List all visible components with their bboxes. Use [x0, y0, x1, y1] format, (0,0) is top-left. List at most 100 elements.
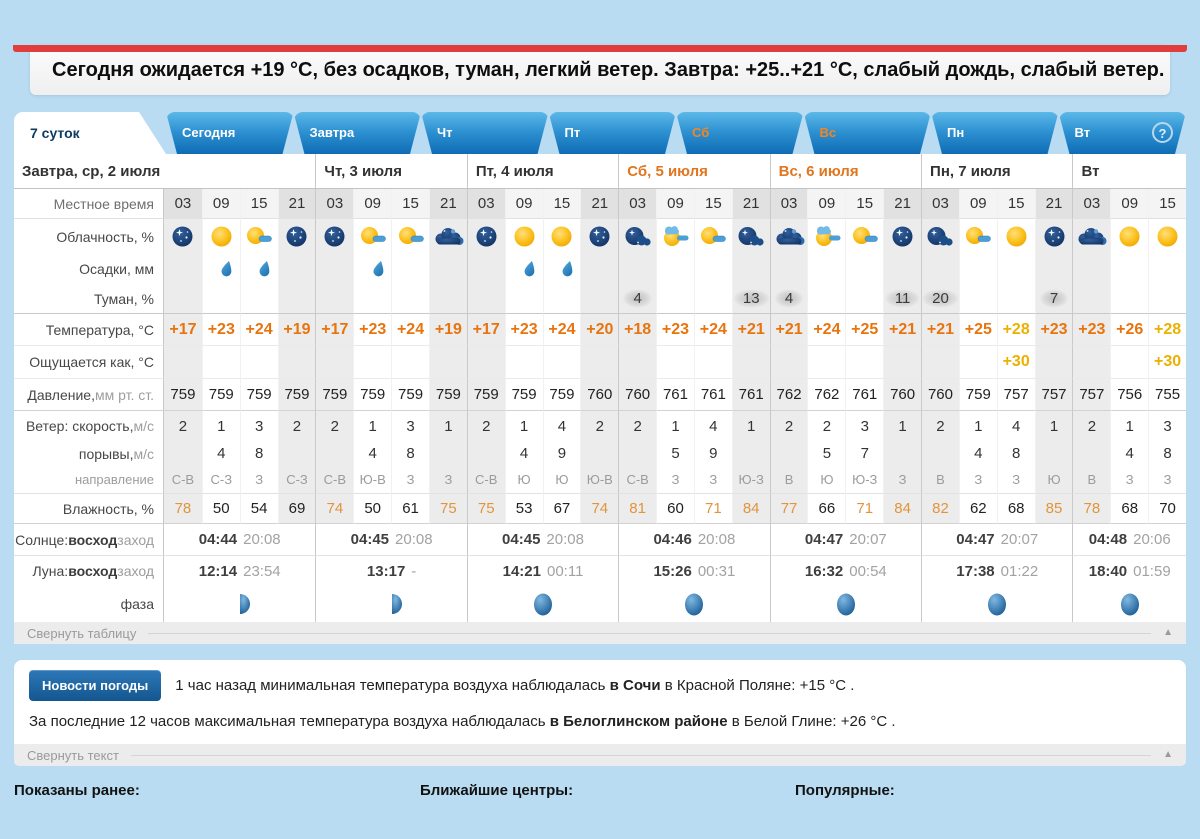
wspd-cell: 4: [542, 411, 581, 441]
wdir-cell: Ю-В: [580, 466, 619, 494]
tab-5[interactable]: Сб: [676, 112, 804, 154]
tab-active-7days[interactable]: 7 суток: [14, 112, 166, 154]
feels-cell: [769, 346, 808, 379]
wspd-cell: 2: [807, 411, 845, 441]
clouds-cell: [542, 219, 581, 254]
wgst-cell: [731, 441, 770, 466]
row-label-wgst: порывы, м/с: [14, 441, 164, 466]
time-cell: 21: [883, 189, 922, 219]
wdir-cell: Ю: [807, 466, 846, 494]
fog-cell: [239, 284, 278, 314]
collapse-text-label: Свернуть текст: [27, 747, 119, 763]
weather-news-section: Новости погоды 1 час назад минимальная те…: [14, 660, 1186, 744]
wspd-cell: 2: [1072, 411, 1111, 441]
sun-clouds-icon: [664, 226, 689, 246]
hum-cell: 54: [239, 494, 278, 524]
press-cell: 759: [164, 379, 202, 411]
humidity-value: 54: [250, 500, 268, 517]
fog-cell: [504, 284, 543, 314]
clouds-cell: [1072, 219, 1111, 254]
moon-cell: 12:14 23:54: [164, 556, 315, 586]
sunrise-value: 04:44: [198, 531, 238, 548]
feels-cell: [921, 346, 959, 379]
feels-cell: [958, 346, 997, 379]
raindrop-icon: [562, 260, 573, 277]
sun-icon: [1157, 226, 1178, 247]
tab-1[interactable]: Сегодня: [166, 112, 294, 154]
tab-2[interactable]: Завтра: [294, 112, 422, 154]
hum-cell: 60: [656, 494, 694, 524]
fog-cell: 4: [769, 284, 808, 314]
clouds-cell: [466, 219, 505, 254]
humidity-value: 84: [894, 500, 911, 517]
wgst-cell: 9: [542, 441, 581, 466]
temp-cell: +23: [656, 314, 694, 346]
clouds-cell: [1148, 219, 1186, 254]
divider-line: [130, 754, 1152, 756]
row-label-wspd: Ветер: скорость, м/с: [14, 411, 164, 441]
hum-cell: 53: [504, 494, 543, 524]
wdir-cell: С-З: [277, 466, 316, 494]
row-label-moon: Луна: восход заход: [14, 556, 164, 586]
collapse-arrow-icon: ▲: [1163, 627, 1173, 638]
moon-cell: 13:17-: [315, 556, 466, 586]
clouds-cell: [1110, 219, 1148, 254]
fog-value: 7: [1038, 288, 1070, 309]
moonrise-value: 14:21: [502, 562, 541, 580]
humidity-value: 69: [288, 500, 306, 517]
raindrop-icon: [259, 260, 270, 277]
temperature-value: +25: [851, 320, 879, 338]
wdir-cell: З: [996, 466, 1035, 494]
feels-cell: [580, 346, 619, 379]
sun-icon: [1119, 226, 1140, 247]
wgst-cell: [315, 441, 354, 466]
footer-links: Показаны ранее: Ближайшие центры: Популя…: [14, 782, 1186, 799]
humidity-value: 68: [1121, 500, 1139, 517]
press-cell: 760: [618, 379, 657, 411]
collapse-table-bar[interactable]: Свернуть таблицу ▲: [14, 622, 1186, 644]
fog-cell: 13: [731, 284, 771, 314]
wdir-cell: З: [693, 466, 732, 494]
wdir-cell: З: [428, 466, 467, 494]
feels-cell: [428, 346, 467, 379]
clouds-cell: [656, 219, 694, 254]
tab-6[interactable]: Вс: [804, 112, 932, 154]
humidity-value: 85: [1045, 500, 1063, 517]
forecast-table-wrap: Завтра, ср, 2 июля Чт, 3 июля Пт, 4 июля Сб…: [14, 154, 1186, 622]
humidity-value: 84: [742, 500, 760, 517]
wspd-cell: 4: [996, 411, 1035, 441]
fog-cell: 4: [618, 284, 657, 314]
hum-cell: 77: [769, 494, 808, 524]
fog-value: 13: [731, 288, 771, 309]
temperature-value: +19: [283, 320, 311, 338]
tab-3[interactable]: Чт: [421, 112, 549, 154]
precip-cell: [201, 254, 240, 284]
hum-cell: 71: [845, 494, 884, 524]
temperature-value: +17: [169, 320, 197, 338]
precip-cell: [693, 254, 732, 284]
phase-cell: [769, 586, 921, 622]
tab-4[interactable]: Пт: [549, 112, 677, 154]
precip-cell: [996, 254, 1035, 284]
moon-cell: 16:32 00:54: [769, 556, 921, 586]
help-icon[interactable]: ?: [1152, 122, 1173, 143]
press-cell: 761: [731, 379, 770, 411]
moon-icon: [476, 226, 497, 247]
collapse-text-bar[interactable]: Свернуть текст ▲: [14, 744, 1186, 766]
moon-cloud-icon: [927, 226, 954, 246]
feels-cell: [1072, 346, 1111, 379]
hum-cell: 82: [921, 494, 959, 524]
wspd-cell: 1: [1110, 411, 1148, 441]
time-cell: 03: [315, 189, 354, 219]
precip-cell: [618, 254, 657, 284]
moon-cloud-icon: [738, 226, 764, 246]
precip-cell: [277, 254, 316, 284]
wgst-cell: 5: [656, 441, 694, 466]
time-cell: 15: [693, 189, 732, 219]
fog-cell: [428, 284, 467, 314]
tab-7[interactable]: Пн: [931, 112, 1059, 154]
temperature-value: +25: [964, 320, 992, 338]
time-cell: 21: [277, 189, 316, 219]
sunrise-value: 04:45: [502, 531, 541, 548]
row-label-hum: Влажность, %: [14, 494, 164, 524]
